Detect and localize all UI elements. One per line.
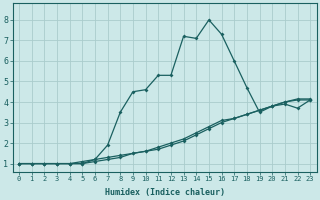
- X-axis label: Humidex (Indice chaleur): Humidex (Indice chaleur): [105, 188, 225, 197]
